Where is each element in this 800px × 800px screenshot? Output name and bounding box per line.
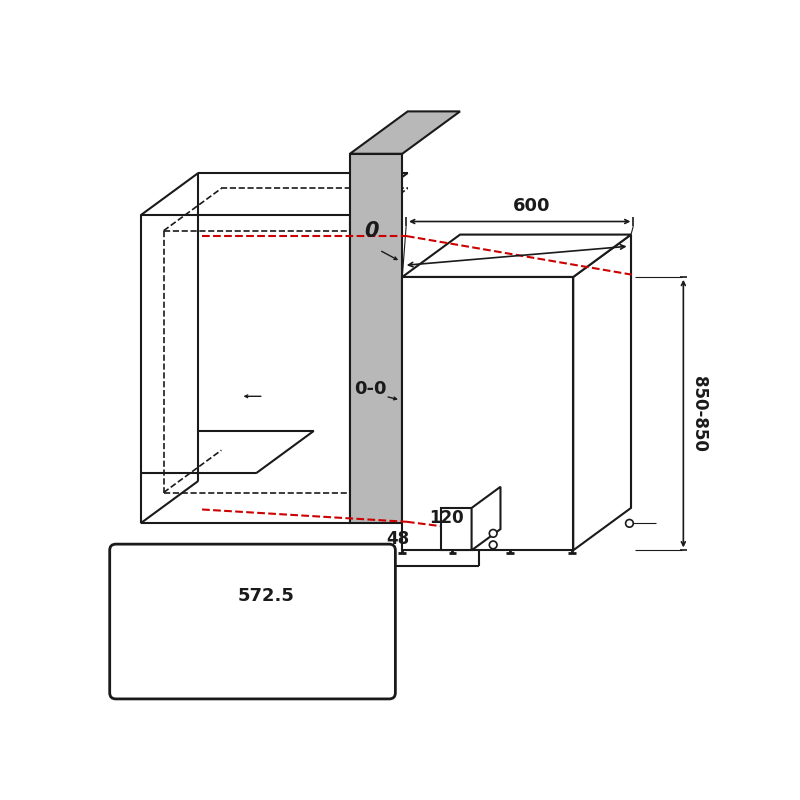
Text: 600: 600: [513, 198, 550, 215]
Text: 0: 0: [364, 221, 378, 241]
Text: 850-850: 850-850: [690, 376, 707, 451]
Text: 48: 48: [386, 530, 410, 548]
Circle shape: [490, 541, 497, 549]
Polygon shape: [574, 234, 631, 550]
Polygon shape: [472, 486, 501, 550]
Circle shape: [490, 530, 497, 538]
Text: 572.5: 572.5: [237, 587, 294, 605]
FancyBboxPatch shape: [110, 544, 395, 699]
Polygon shape: [350, 111, 460, 154]
Text: 0: 0: [502, 538, 510, 547]
Polygon shape: [402, 234, 631, 277]
Polygon shape: [350, 154, 402, 523]
Circle shape: [626, 519, 634, 527]
Text: 0: 0: [502, 526, 510, 536]
Polygon shape: [402, 277, 574, 550]
Text: 0-0: 0-0: [354, 380, 386, 398]
Text: 120: 120: [430, 509, 464, 527]
Polygon shape: [441, 508, 472, 550]
